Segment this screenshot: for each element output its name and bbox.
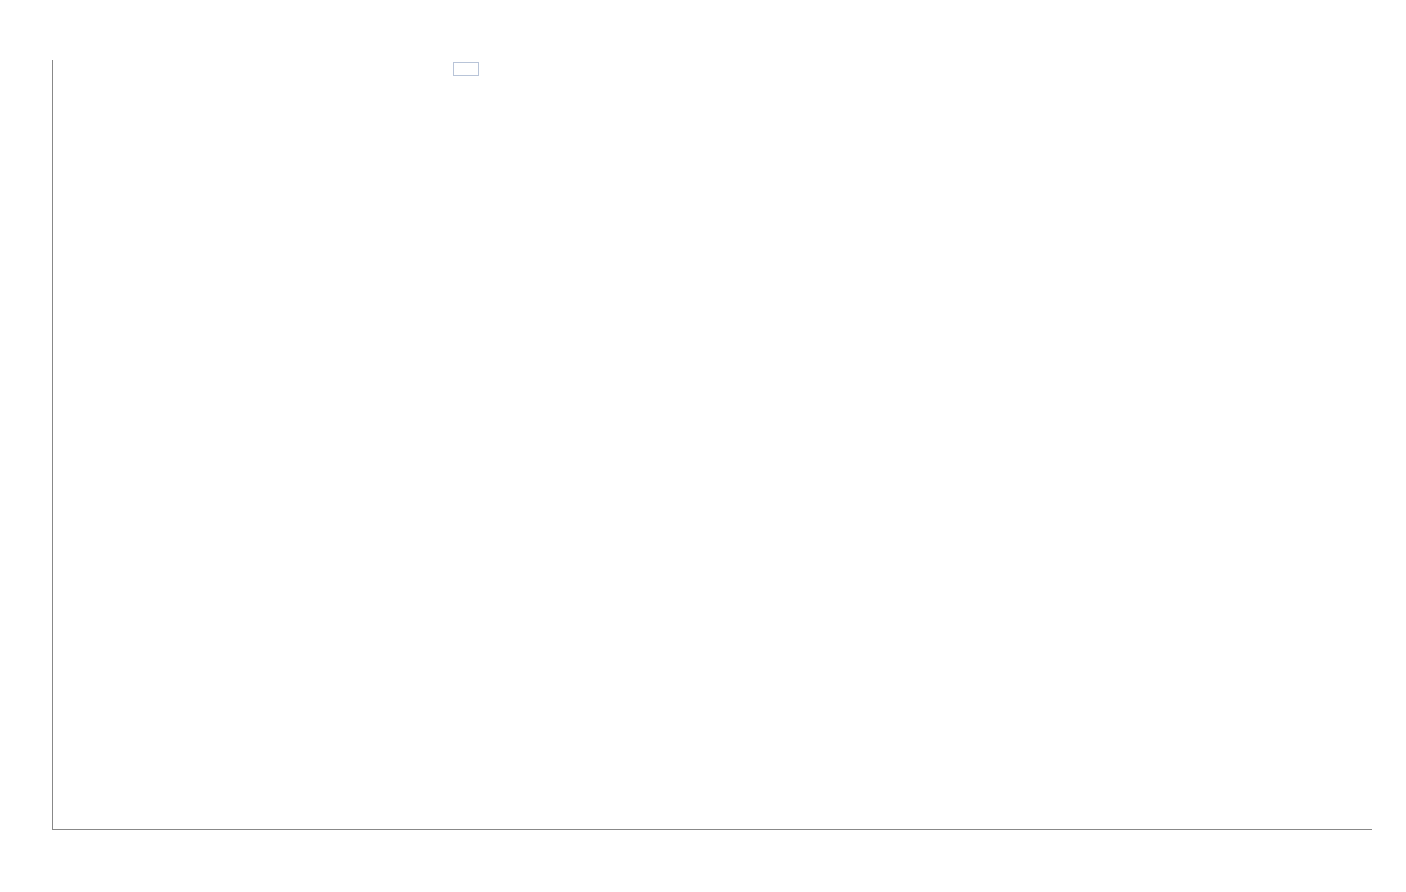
legend-stats [453, 62, 479, 76]
plot-area [52, 60, 1372, 830]
trend-lines [53, 60, 1372, 829]
